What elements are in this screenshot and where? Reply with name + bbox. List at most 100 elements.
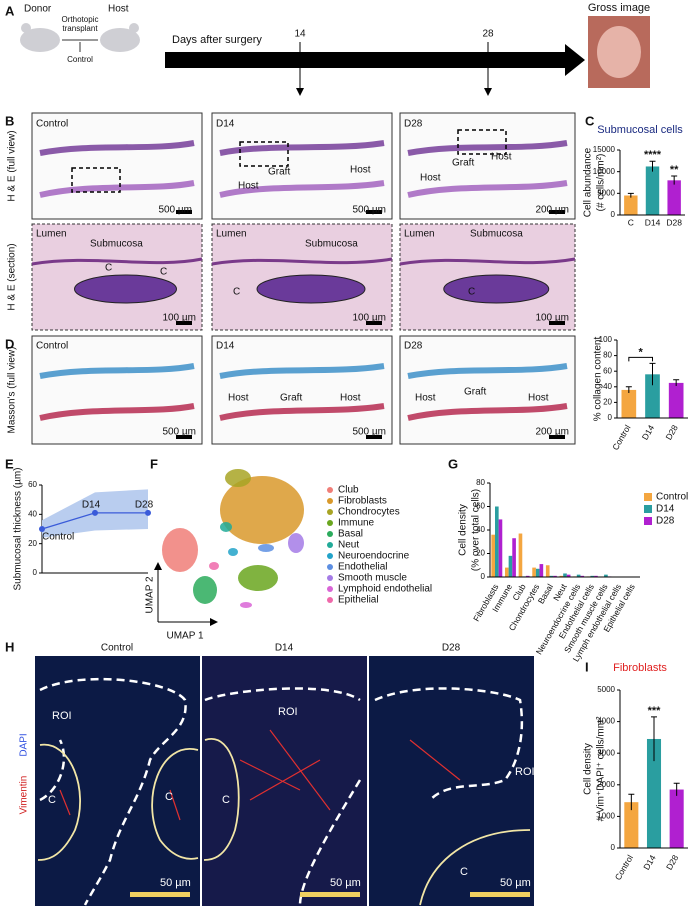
error-bar	[625, 386, 632, 394]
bar	[669, 789, 684, 848]
bar	[518, 533, 523, 577]
significance: **	[670, 164, 679, 176]
x-tick-label: D14	[640, 423, 657, 442]
legend-dot	[327, 553, 333, 559]
image-label: Host	[415, 393, 436, 404]
timeline-label: Days after surgery	[172, 34, 262, 46]
point	[145, 509, 151, 516]
umap-cluster	[209, 562, 219, 570]
legend-dot	[327, 597, 333, 603]
image-label: 50 µm	[160, 877, 191, 889]
image-label: Host	[528, 393, 549, 404]
image-label: Control	[36, 119, 68, 130]
legend-label: Epithelial	[338, 595, 379, 606]
image-label: 500 µm	[162, 427, 196, 438]
zoom-box	[457, 129, 507, 155]
image-label: C	[233, 287, 240, 298]
image-label: Host	[491, 152, 512, 163]
x-tick-label: Control	[610, 423, 632, 452]
legend-label: Chondrocytes	[338, 507, 400, 518]
y-tick-label: 4000	[597, 717, 615, 726]
legend-swatch	[644, 505, 652, 513]
image-label: Graft	[464, 387, 486, 398]
y-axis-label: (% over total cells)	[471, 489, 482, 571]
error-bar	[628, 793, 635, 811]
image-label: Graft	[452, 158, 474, 169]
y-tick-label: 2000	[597, 780, 615, 789]
scale-bar	[549, 435, 565, 439]
y-tick-label: 80	[603, 351, 612, 360]
legend-label: Neuroendocrine	[338, 551, 410, 562]
legend-label: D14	[656, 504, 675, 515]
histology-image	[211, 335, 393, 445]
y-tick-label: 5000	[597, 685, 615, 694]
bar	[594, 575, 598, 577]
stain-label: DAPI	[19, 733, 30, 756]
day-arrowhead	[296, 88, 304, 96]
significance: *	[639, 346, 644, 358]
y-tick-label: 40	[28, 509, 37, 518]
zoom-box	[239, 141, 289, 167]
y-axis-label: (# cells/mm²)	[596, 154, 607, 212]
column-title: D28	[442, 643, 461, 654]
y-tick-label: 20	[603, 398, 612, 407]
image-label: C	[165, 791, 173, 803]
image-label: Host	[340, 393, 361, 404]
image-label: C	[468, 287, 475, 298]
bar	[646, 738, 662, 848]
significance: ****	[644, 149, 662, 161]
point-label: D14	[82, 500, 101, 511]
timeline-arrow	[165, 44, 585, 76]
y-axis-label: Cell abundance	[583, 147, 594, 217]
legend-dot	[327, 564, 333, 570]
error-bar	[651, 716, 657, 762]
gross-image-detail	[597, 26, 641, 78]
image-label: C	[160, 267, 167, 278]
y-axis-label: # Vim⁺DAPI⁺ cells/mm²	[596, 716, 607, 821]
point-label: Control	[42, 532, 74, 543]
cartilage	[74, 274, 177, 304]
panel-letter: D	[5, 336, 14, 351]
x-tick-label: D28	[664, 853, 681, 872]
image-label: Host	[420, 173, 441, 184]
x-tick-label: C	[628, 217, 634, 227]
bar	[566, 574, 571, 577]
significance-bracket	[628, 356, 653, 362]
y-tick-label: 0	[33, 568, 38, 577]
transplant-label: Orthotopic	[62, 15, 99, 24]
scale-bar	[366, 321, 382, 325]
image-label: Lumen	[216, 229, 247, 240]
legend-label: Neut	[338, 540, 359, 551]
y-tick-label: 0	[608, 413, 613, 422]
error-bar	[627, 192, 634, 198]
scale-bar	[176, 321, 192, 325]
y-tick-label: 20	[28, 539, 37, 548]
legend-label: Lymphoid endothelial	[338, 584, 432, 595]
column-title: Control	[101, 643, 133, 654]
scale-bar	[366, 435, 382, 439]
umap-cluster	[228, 548, 238, 556]
x-tick-label: D28	[666, 217, 682, 227]
scale-bar	[176, 435, 192, 439]
legend-label: Basal	[338, 529, 363, 540]
scale-bar	[549, 321, 565, 325]
bar	[545, 565, 550, 577]
row-label: Masson's (full view)	[7, 347, 18, 434]
error-bar	[673, 782, 680, 796]
zoom-box	[71, 167, 121, 193]
bar	[590, 575, 595, 577]
bar	[553, 575, 557, 577]
image-label: 500 µm	[352, 205, 386, 216]
row-label: H & E (section)	[7, 243, 18, 310]
legend-dot	[327, 586, 333, 592]
significance: ***	[648, 705, 662, 717]
panel-letter: I	[585, 659, 589, 674]
histology-image	[31, 112, 203, 220]
legend-label: Smooth muscle	[338, 573, 407, 584]
x-tick-label: Control	[613, 853, 635, 882]
y-tick-label: 1000	[597, 812, 615, 821]
bar	[645, 374, 660, 418]
legend-dot	[327, 520, 333, 526]
y-tick-label: 3000	[597, 748, 615, 757]
image-label: Host	[238, 181, 259, 192]
